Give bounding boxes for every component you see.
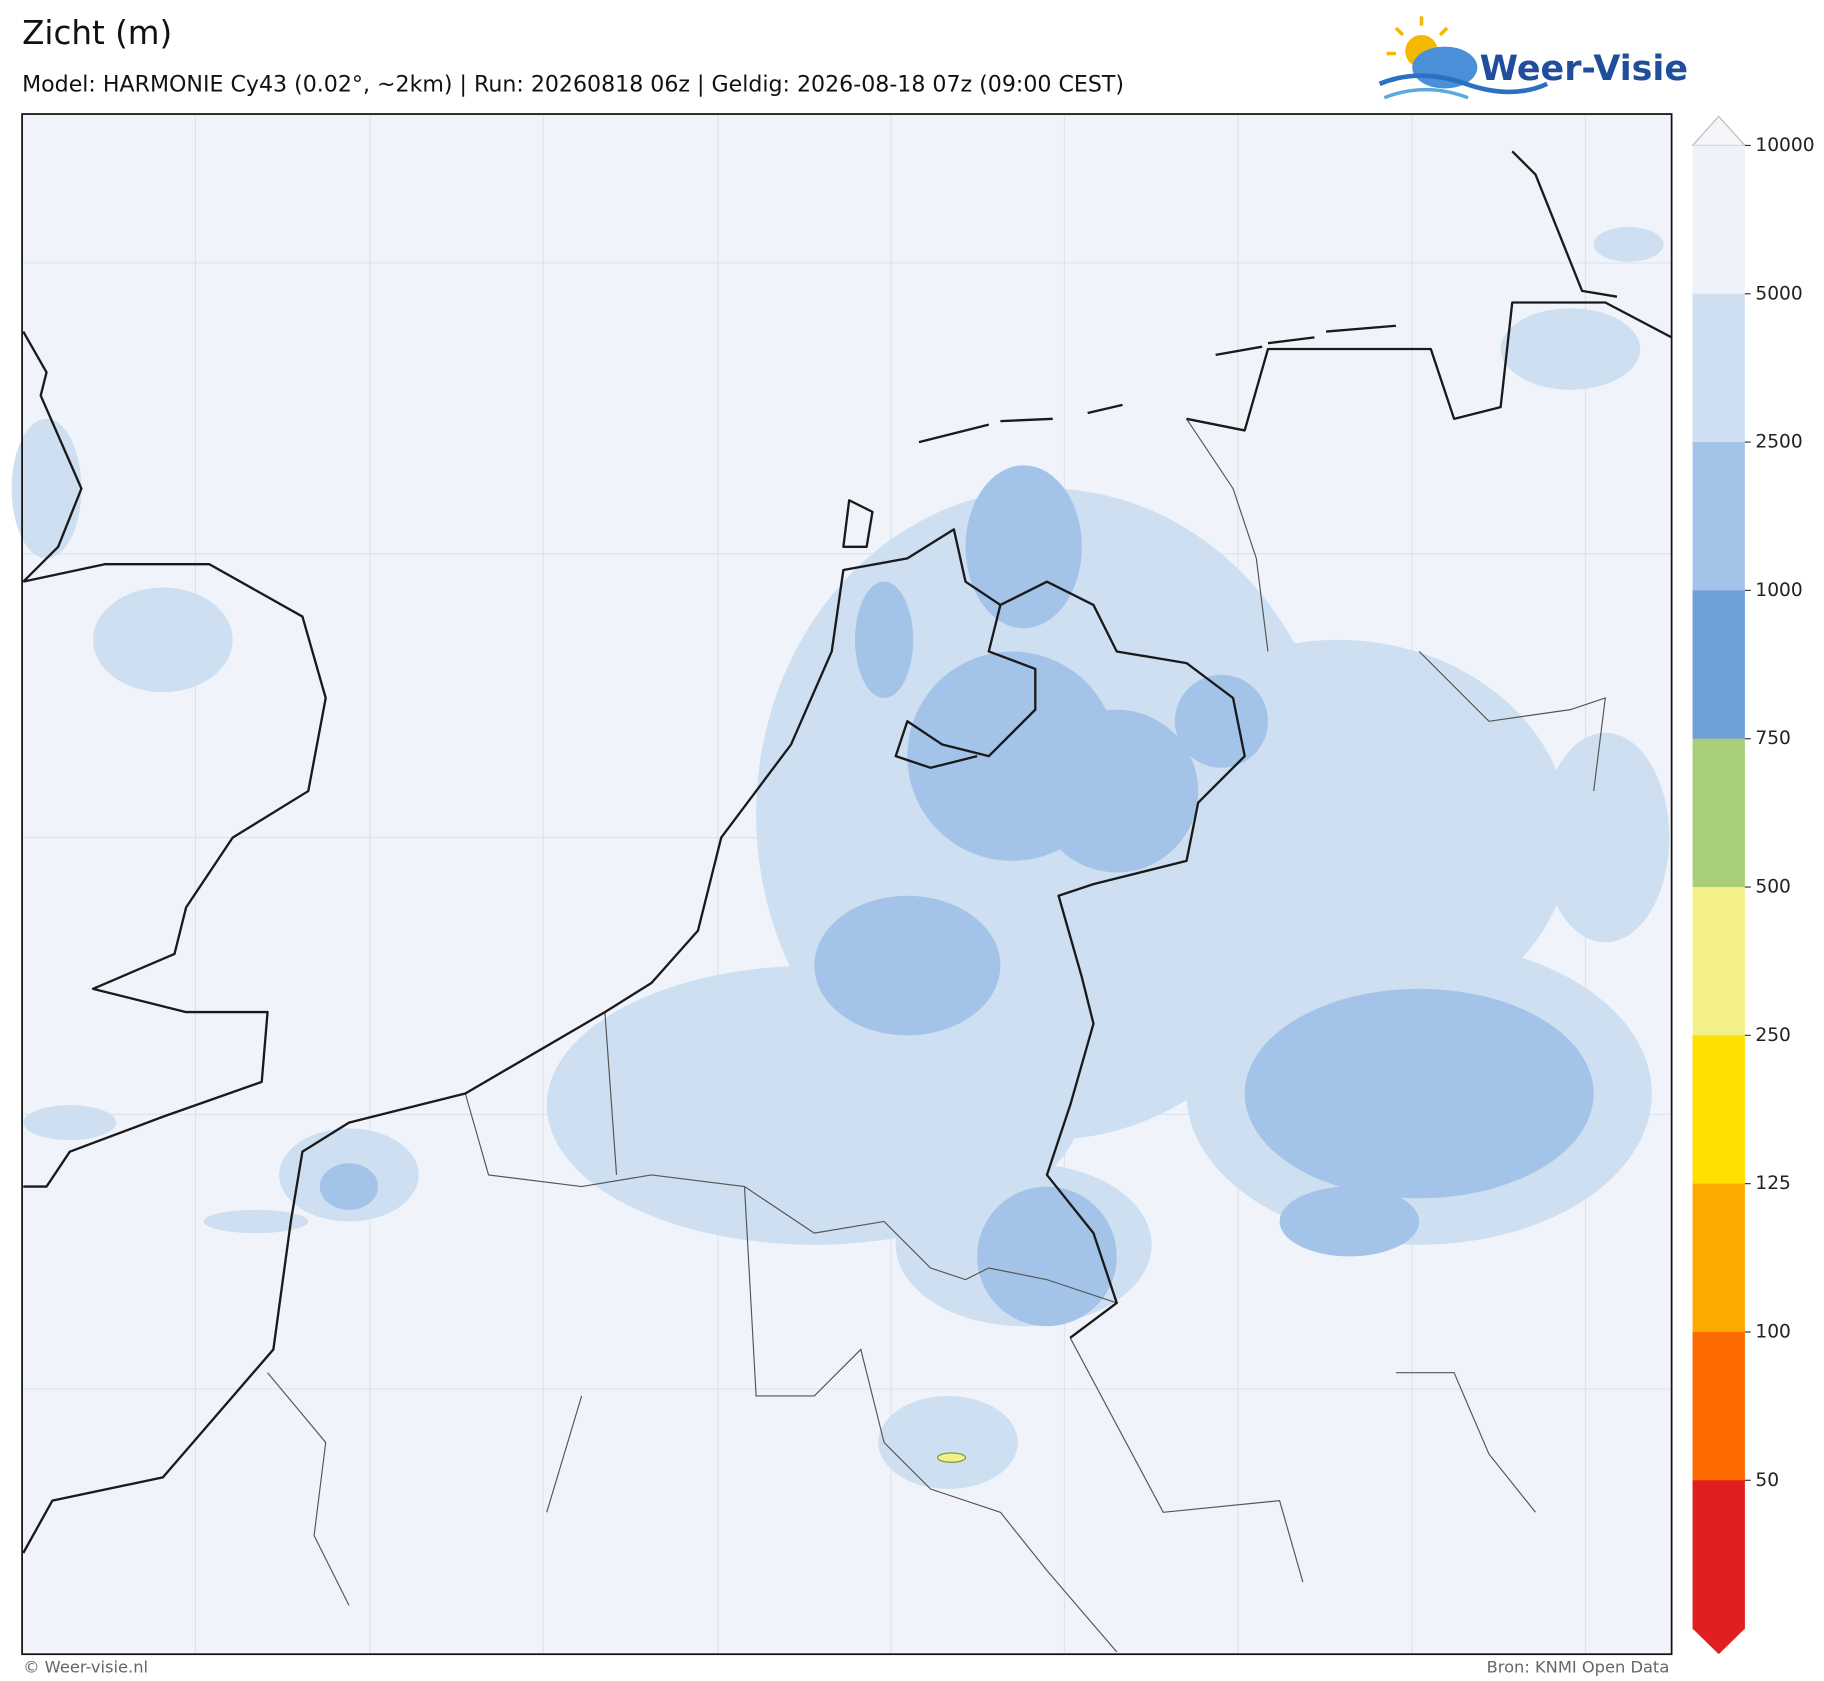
colorbar-segment <box>1692 738 1745 888</box>
logo: Weer-Visie <box>1378 16 1688 100</box>
colorbar-tick-label: 2500 <box>1755 432 1802 453</box>
footer-right: Bron: KNMI Open Data <box>1487 1658 1670 1677</box>
colorbar-tick-label: 100 <box>1755 1321 1791 1342</box>
colorbar-tick-label: 5000 <box>1755 283 1802 304</box>
low-visibility-spot <box>937 1452 967 1463</box>
footer-left: © Weer-visie.nl <box>23 1658 148 1677</box>
coastline <box>22 150 1673 1554</box>
visibility-field <box>11 226 1670 1490</box>
colorbar-segment <box>1692 293 1745 443</box>
colorbar: 10000 5000 2500 1000 750 500 250 125 100 50 <box>1691 115 1815 1655</box>
colorbar-segment <box>1692 590 1745 740</box>
colorbar-tick-label: 750 <box>1755 728 1791 749</box>
colorbar-tick-label: 10000 <box>1755 135 1814 156</box>
map-frame <box>21 113 1673 1656</box>
colorbar-segment <box>1692 1331 1745 1481</box>
colorbar-segment <box>1692 442 1745 591</box>
borders <box>267 418 1606 1653</box>
subtitle: Model: HARMONIE Cy43 (0.02°, ~2km) | Run… <box>22 71 1124 97</box>
colorbar-tick-label: 250 <box>1755 1025 1791 1046</box>
logo-wave <box>1383 87 1469 100</box>
logo-rays <box>1386 16 1449 56</box>
map <box>11 113 1673 1656</box>
colorbar-extend-top <box>1691 115 1747 147</box>
colorbar-segment <box>1692 145 1745 295</box>
colorbar-tick-label: 50 <box>1755 1470 1779 1491</box>
logo-wave <box>1378 73 1549 95</box>
colorbar-extend-bottom <box>1692 1628 1745 1655</box>
logo-text: Weer-Visie <box>1480 49 1688 89</box>
colorbar-segment <box>1692 1183 1745 1333</box>
colorbar-segment <box>1692 1035 1745 1185</box>
title: Zicht (m) <box>22 14 172 52</box>
colorbar-segment <box>1692 1480 1745 1630</box>
colorbar-tick-label: 125 <box>1755 1173 1791 1194</box>
colorbar-tick-label: 500 <box>1755 877 1791 898</box>
colorbar-segment <box>1692 887 1745 1036</box>
colorbar-tick-label: 1000 <box>1755 580 1802 601</box>
